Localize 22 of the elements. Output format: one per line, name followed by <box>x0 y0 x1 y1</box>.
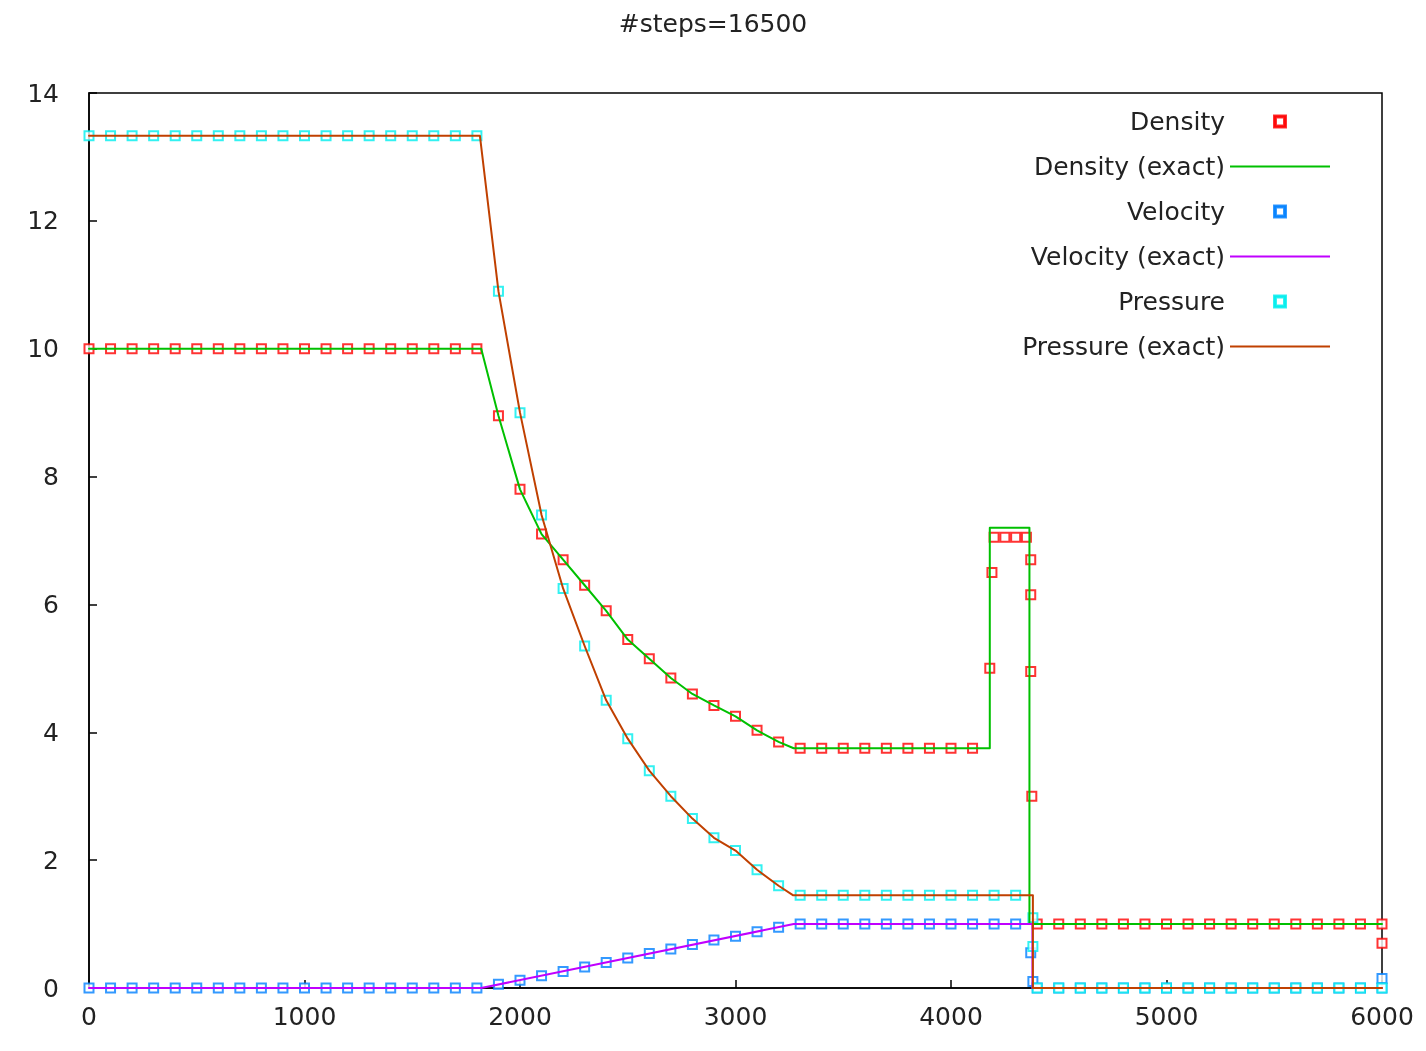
x-tick-label: 3000 <box>703 1002 768 1031</box>
x-tick-label: 1000 <box>272 1002 337 1031</box>
chart-title: #steps=16500 <box>618 9 808 38</box>
x-tick-label: 2000 <box>488 1002 552 1031</box>
legend-label: Density <box>1129 107 1226 136</box>
x-tick-label: 6000 <box>1350 1002 1414 1031</box>
y-tick-label: 0 <box>43 973 59 1003</box>
y-tick-label: 4 <box>43 717 59 747</box>
x-tick-label: 4000 <box>919 1002 983 1031</box>
legend-label: Density (exact) <box>1033 152 1225 181</box>
y-tick-label: 12 <box>27 206 59 236</box>
y-tick-label: 6 <box>43 589 59 619</box>
legend-label: Pressure <box>1118 287 1225 316</box>
x-tick-label: 5000 <box>1134 1002 1199 1031</box>
legend-label: Velocity (exact) <box>1030 242 1225 271</box>
y-tick-label: 14 <box>27 78 59 108</box>
legend-label: Velocity <box>1126 197 1226 226</box>
y-tick-label: 2 <box>43 845 59 875</box>
legend-label: Pressure (exact) <box>1022 332 1225 361</box>
y-tick-label: 8 <box>43 462 59 492</box>
y-tick-label: 10 <box>27 334 59 364</box>
x-tick-label: 0 <box>81 1002 97 1031</box>
